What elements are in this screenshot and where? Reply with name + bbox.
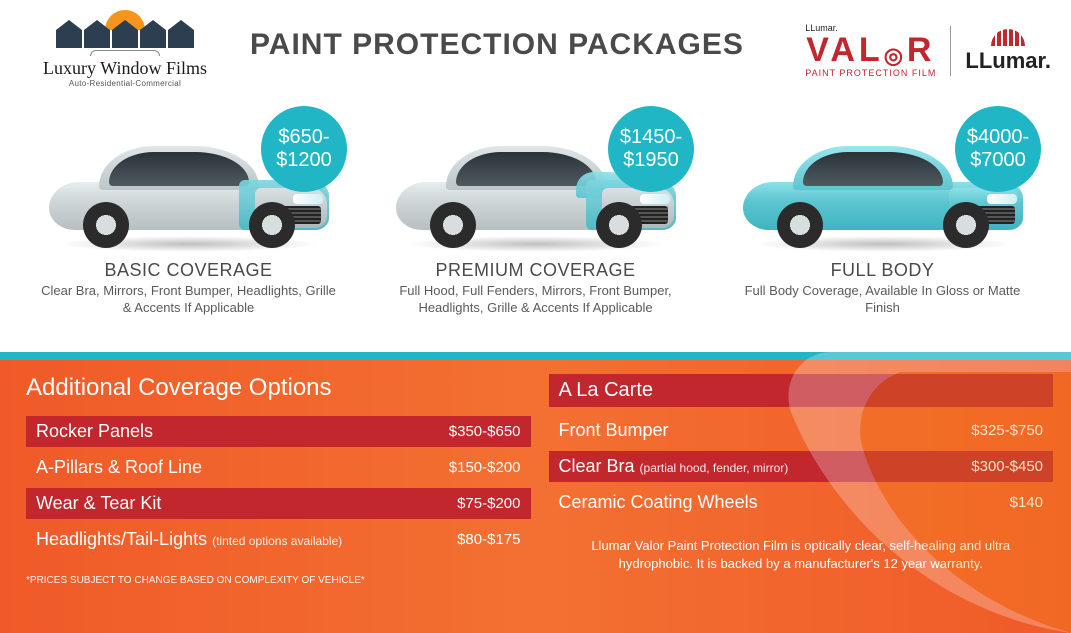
- valor-word-right: R: [907, 31, 936, 69]
- additional-column: Additional Coverage Options Rocker Panel…: [26, 374, 549, 623]
- row-label: Rocker Panels: [36, 421, 153, 442]
- company-logo: Luxury Window Films Auto-Residential-Com…: [20, 10, 230, 88]
- row-price: $325-$750: [971, 422, 1043, 439]
- car-illustration: $4000- $7000: [714, 104, 1051, 254]
- row-price: $350-$650: [449, 423, 521, 440]
- row-label: Front Bumper: [559, 420, 669, 441]
- row-price: $140: [1010, 494, 1043, 511]
- valor-word-left: VAL: [806, 31, 883, 69]
- price-badge: $1450- $1950: [608, 106, 694, 192]
- price-line1: $1450-: [620, 126, 682, 149]
- package-title: FULL BODY: [714, 260, 1051, 281]
- valor-word: VAL◎R: [805, 33, 936, 67]
- price-line2: $1200: [276, 149, 332, 172]
- alacarte-rows: Front Bumper $325-$750 Clear Bra (partia…: [549, 415, 1054, 518]
- row-label: Ceramic Coating Wheels: [559, 492, 758, 513]
- llumar-text: LLumar.: [965, 48, 1051, 74]
- car-illustration: $1450- $1950: [367, 104, 704, 254]
- price-row: A-Pillars & Roof Line $150-$200: [26, 452, 531, 483]
- car-illustration: $650- $1200: [20, 104, 357, 254]
- bottom-section: Additional Coverage Options Rocker Panel…: [0, 352, 1071, 633]
- row-sublabel: (partial hood, fender, mirror): [640, 461, 789, 475]
- price-line2: $7000: [970, 149, 1026, 172]
- top-section: Luxury Window Films Auto-Residential-Com…: [0, 0, 1071, 352]
- company-tagline: Auto-Residential-Commercial: [20, 79, 230, 88]
- houses-icon: [20, 30, 230, 48]
- llumar-arc-icon: [991, 29, 1025, 46]
- price-row: Front Bumper $325-$750: [549, 415, 1054, 446]
- package-card: $1450- $1950 PREMIUM COVERAGE Full Hood,…: [367, 104, 704, 317]
- package-desc: Full Body Coverage, Available In Gloss o…: [714, 281, 1051, 317]
- price-row: Headlights/Tail-Lights (tinted options a…: [26, 524, 531, 555]
- logo-divider: [950, 26, 951, 76]
- price-row: Ceramic Coating Wheels $140: [549, 487, 1054, 518]
- alacarte-title-row: A La Carte: [549, 374, 1054, 407]
- header-row: Luxury Window Films Auto-Residential-Com…: [20, 10, 1051, 100]
- row-label: A-Pillars & Roof Line: [36, 457, 202, 478]
- row-price: $80-$175: [457, 531, 520, 548]
- price-disclaimer: *PRICES SUBJECT TO CHANGE BASED ON COMPL…: [26, 575, 531, 586]
- package-card: $4000- $7000 FULL BODY Full Body Coverag…: [714, 104, 1051, 317]
- additional-rows: Rocker Panels $350-$650 A-Pillars & Roof…: [26, 416, 531, 555]
- row-label: Headlights/Tail-Lights (tinted options a…: [36, 529, 342, 550]
- price-badge: $650- $1200: [261, 106, 347, 192]
- price-line2: $1950: [623, 149, 679, 172]
- package-card: $650- $1200 BASIC COVERAGE Clear Bra, Mi…: [20, 104, 357, 317]
- row-sublabel: (tinted options available): [212, 534, 342, 548]
- packages-row: $650- $1200 BASIC COVERAGE Clear Bra, Mi…: [20, 104, 1051, 317]
- price-line1: $4000-: [967, 126, 1029, 149]
- shield-icon: ◎: [884, 45, 907, 67]
- alacarte-title: A La Carte: [559, 379, 654, 402]
- price-badge: $4000- $7000: [955, 106, 1041, 192]
- row-price: $75-$200: [457, 495, 520, 512]
- price-row: Rocker Panels $350-$650: [26, 416, 531, 447]
- row-label: Clear Bra (partial hood, fender, mirror): [559, 456, 789, 477]
- page-title: PAINT PROTECTION PACKAGES: [230, 10, 805, 62]
- price-row: Wear & Tear Kit $75-$200: [26, 488, 531, 519]
- car-outline-icon: [90, 50, 160, 56]
- llumar-logo: LLumar.: [965, 29, 1051, 74]
- product-footnote: Llumar Valor Paint Protection Film is op…: [549, 523, 1054, 573]
- alacarte-column: A La Carte Front Bumper $325-$750 Clear …: [549, 374, 1071, 623]
- row-label: Wear & Tear Kit: [36, 493, 161, 514]
- valor-sub: PAINT PROTECTION FILM: [805, 69, 936, 78]
- price-line1: $650-: [278, 126, 329, 149]
- price-row: Clear Bra (partial hood, fender, mirror)…: [549, 451, 1054, 482]
- company-name: Luxury Window Films: [20, 58, 230, 79]
- additional-title: Additional Coverage Options: [26, 374, 531, 402]
- row-price: $150-$200: [449, 459, 521, 476]
- package-title: BASIC COVERAGE: [20, 260, 357, 281]
- partner-logos: LLumar. VAL◎R PAINT PROTECTION FILM LLum…: [805, 10, 1051, 78]
- valor-logo: LLumar. VAL◎R PAINT PROTECTION FILM: [805, 24, 936, 78]
- package-desc: Full Hood, Full Fenders, Mirrors, Front …: [367, 281, 704, 317]
- package-title: PREMIUM COVERAGE: [367, 260, 704, 281]
- package-desc: Clear Bra, Mirrors, Front Bumper, Headli…: [20, 281, 357, 317]
- row-price: $300-$450: [971, 458, 1043, 475]
